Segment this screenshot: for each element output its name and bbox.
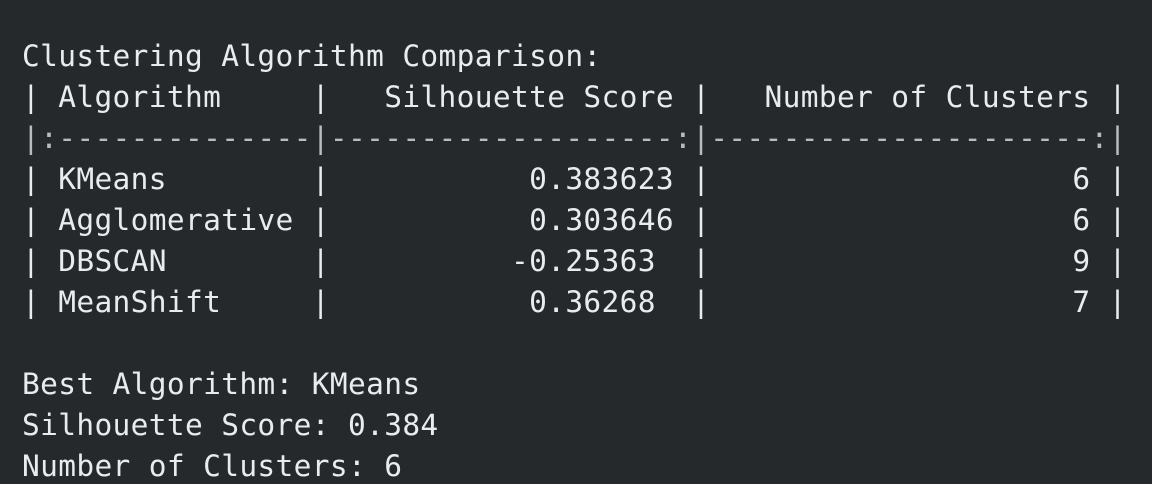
table-row: | KMeans | 0.383623 | 6 | — [22, 162, 1127, 196]
table-row: | MeanShift | 0.36268 | 7 | — [22, 285, 1127, 319]
table-separator-row: |:--------------|-------------------:|--… — [22, 121, 1127, 155]
silhouette-score-line: Silhouette Score: 0.384 — [22, 408, 439, 442]
output-heading: Clustering Algorithm Comparison: — [22, 39, 602, 73]
num-clusters-line: Number of Clusters: 6 — [22, 449, 403, 483]
table-row: | Agglomerative | 0.303646 | 6 | — [22, 203, 1127, 237]
best-algorithm-line: Best Algorithm: KMeans — [22, 367, 421, 401]
blank-line — [22, 323, 1152, 364]
table-row: | DBSCAN | -0.25363 | 9 | — [22, 244, 1127, 278]
table-header-row: | Algorithm | Silhouette Score | Number … — [22, 80, 1127, 114]
